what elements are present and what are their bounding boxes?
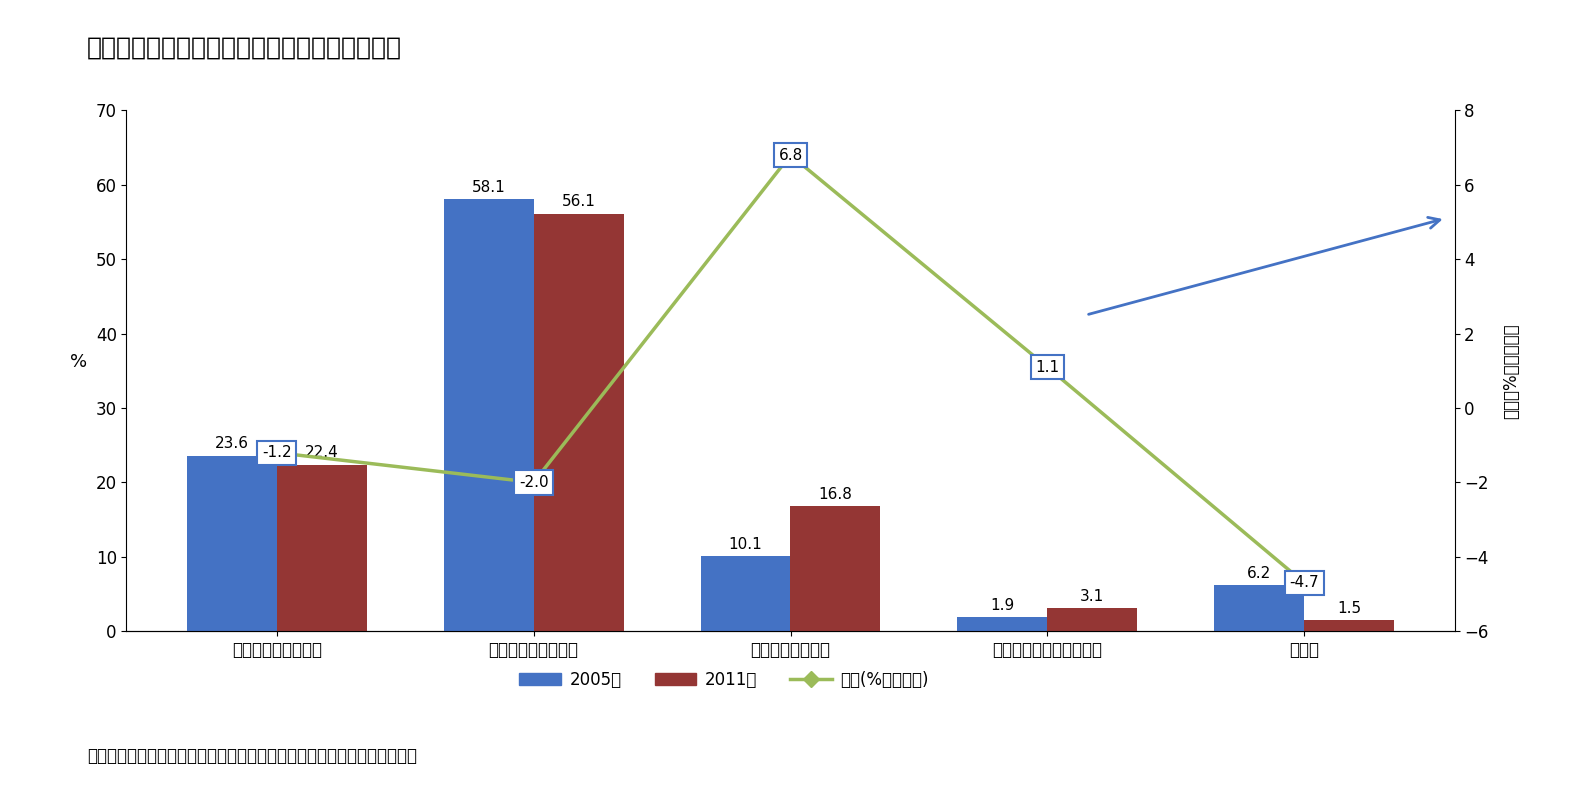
Text: 6.8: 6.8 (778, 148, 803, 163)
Bar (1214, 585, 1304, 631)
Bar (277, 465, 367, 631)
Bar (534, 214, 623, 631)
Bar (1304, 620, 1394, 631)
Text: 58.1: 58.1 (471, 180, 506, 195)
Text: -4.7: -4.7 (1290, 575, 1319, 590)
変化(%ポイント) (267, 448, 286, 458)
Y-axis label: 変化（%ポイント）: 変化（%ポイント） (1502, 323, 1521, 419)
Text: 16.8: 16.8 (819, 487, 852, 502)
Text: 10.1: 10.1 (729, 537, 762, 552)
Text: 1.9: 1.9 (990, 597, 1015, 612)
Text: 3.1: 3.1 (1080, 589, 1105, 604)
Text: 1.5: 1.5 (1338, 600, 1361, 615)
Text: 6.2: 6.2 (1247, 566, 1271, 581)
Text: -1.2: -1.2 (262, 445, 291, 460)
変化(%ポイント) (1037, 362, 1056, 372)
Text: 資料出所）韓国労働研究院の「事業所パネルデータ」を用いて筆者作成。: 資料出所）韓国労働研究院の「事業所パネルデータ」を用いて筆者作成。 (87, 747, 417, 765)
変化(%ポイント) (1295, 578, 1314, 588)
Text: 1.1: 1.1 (1036, 360, 1059, 375)
Bar (187, 455, 277, 631)
Bar (790, 507, 881, 631)
Text: -2.0: -2.0 (519, 475, 549, 490)
Bar (1047, 608, 1137, 631)
Text: 56.1: 56.1 (561, 194, 596, 209)
Bar (444, 199, 534, 631)
Legend: 2005年, 2011年, 変化(%ポイント): 2005年, 2011年, 変化(%ポイント) (512, 664, 936, 696)
Line: 変化(%ポイント): 変化(%ポイント) (272, 150, 1309, 589)
変化(%ポイント) (525, 477, 544, 487)
Bar (700, 556, 790, 631)
Text: 図２　韓国企業が非正規雇用労働者を雇う理由: 図２ 韓国企業が非正規雇用労働者を雇う理由 (87, 36, 402, 59)
Bar (958, 617, 1047, 631)
変化(%ポイント) (781, 151, 800, 160)
Text: 22.4: 22.4 (305, 445, 338, 460)
Text: 23.6: 23.6 (215, 436, 248, 451)
Y-axis label: %: % (71, 353, 87, 371)
